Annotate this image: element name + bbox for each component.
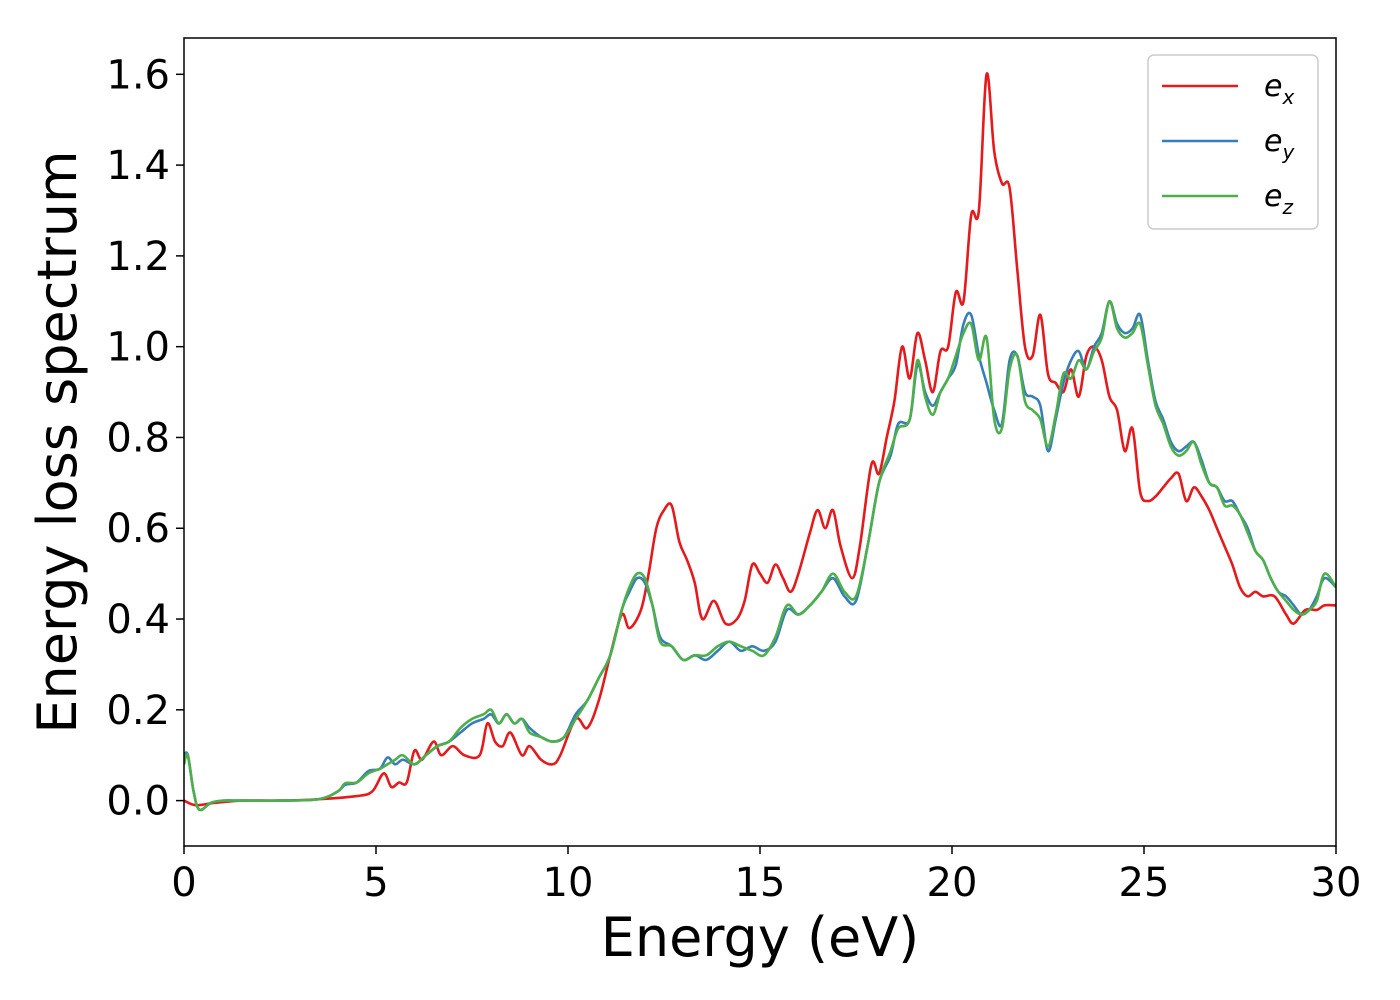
- x-tick-label: 0: [171, 860, 196, 906]
- x-tick-label: 30: [1311, 860, 1362, 906]
- y-tick-label: 0.6: [106, 506, 170, 552]
- x-tick-label: 5: [363, 860, 388, 906]
- y-tick-label: 0.0: [106, 779, 170, 825]
- x-tick-label: 20: [927, 860, 978, 906]
- series-line-z: [184, 299, 1336, 812]
- y-axis-label: Energy loss spectrum: [26, 150, 89, 733]
- x-axis-label: Energy (eV): [601, 906, 920, 969]
- y-tick-label: 0.4: [106, 597, 170, 643]
- x-tick-label: 15: [735, 860, 786, 906]
- x-tick-label: 10: [543, 860, 594, 906]
- series-layer: [184, 72, 1336, 812]
- x-tick-label: 25: [1119, 860, 1170, 906]
- legend-label-base: e: [1264, 124, 1282, 159]
- legend-label-x: ex: [1264, 69, 1294, 109]
- legend-label-base: e: [1264, 179, 1282, 214]
- legend-label-base: e: [1264, 69, 1282, 104]
- x-axis: 0 5 10 15 20 25 30: [171, 846, 1361, 906]
- y-tick-label: 1.6: [106, 52, 170, 98]
- legend-label-y: ey: [1264, 124, 1295, 164]
- series-line-x: [184, 72, 1336, 807]
- y-tick-label: 0.2: [106, 688, 170, 734]
- legend-label-subscript: y: [1281, 140, 1295, 164]
- legend-label-z: ez: [1264, 179, 1293, 219]
- y-axis: 0.0 0.2 0.4 0.6 0.8 1.0 1.2 1.4 1.6: [106, 52, 184, 825]
- y-tick-label: 0.8: [106, 415, 170, 461]
- y-tick-label: 1.2: [106, 234, 170, 280]
- y-tick-label: 1.0: [106, 325, 170, 371]
- y-tick-label: 1.4: [106, 143, 170, 189]
- legend-label-subscript: z: [1281, 195, 1293, 219]
- legend-label-subscript: x: [1281, 85, 1294, 109]
- plot-area: 0 5 10 15 20 25 30 0.0 0.2 0.4 0.6 0.8 1.0 1.2 1.4 1.6: [106, 37, 1361, 906]
